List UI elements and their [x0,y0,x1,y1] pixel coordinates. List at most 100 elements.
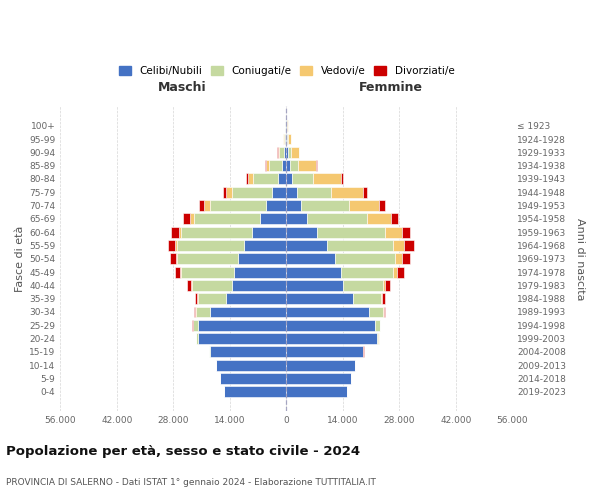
Bar [290,147,299,158]
Bar [331,187,363,198]
Bar [287,120,288,131]
Bar [223,187,226,198]
Y-axis label: Fasce di età: Fasce di età [15,226,25,292]
Bar [194,214,260,224]
Bar [194,306,196,318]
Bar [286,306,369,318]
Bar [284,147,286,158]
Bar [278,147,279,158]
Bar [313,174,341,184]
Bar [327,240,394,251]
Bar [349,200,379,211]
Bar [298,160,316,171]
Bar [286,147,288,158]
Bar [248,174,253,184]
Bar [220,373,286,384]
Bar [224,386,286,398]
Bar [367,214,391,224]
Bar [181,266,234,278]
Bar [197,320,286,331]
Bar [196,306,209,318]
Bar [397,266,404,278]
Bar [286,333,377,344]
Bar [286,134,287,144]
Bar [385,280,390,291]
Bar [286,266,341,278]
Bar [195,293,197,304]
Bar [209,306,286,318]
Bar [187,280,191,291]
Bar [175,266,181,278]
Bar [238,254,286,264]
Bar [205,200,209,211]
Bar [226,187,232,198]
Bar [286,200,301,211]
Bar [172,226,179,237]
Bar [287,134,288,144]
Bar [234,266,286,278]
Bar [394,266,397,278]
Bar [286,293,353,304]
Bar [377,333,379,344]
Bar [209,346,286,358]
Bar [391,214,398,224]
Bar [384,306,385,318]
Legend: Celibi/Nubili, Coniugati/e, Vedovi/e, Divorziati/e: Celibi/Nubili, Coniugati/e, Vedovi/e, Di… [115,63,457,80]
Bar [301,200,349,211]
Bar [401,254,410,264]
Bar [286,214,307,224]
Bar [175,240,178,251]
Bar [197,333,286,344]
Bar [286,160,290,171]
Bar [286,187,296,198]
Bar [279,147,284,158]
Bar [278,174,286,184]
Bar [286,280,343,291]
Bar [260,214,286,224]
Bar [343,280,383,291]
Bar [394,240,404,251]
Bar [196,333,197,344]
Bar [286,174,292,184]
Bar [369,306,383,318]
Bar [281,160,286,171]
Bar [288,134,291,144]
Bar [286,226,317,237]
Bar [199,200,205,211]
Bar [269,160,281,171]
Bar [292,174,313,184]
Bar [284,134,285,144]
Bar [286,346,363,358]
Bar [252,226,286,237]
Bar [283,134,284,144]
Bar [181,226,252,237]
Bar [191,280,232,291]
Bar [168,240,175,251]
Bar [247,174,248,184]
Bar [317,226,385,237]
Bar [296,187,331,198]
Bar [193,320,197,331]
Text: Popolazione per età, sesso e stato civile - 2024: Popolazione per età, sesso e stato civil… [6,445,360,458]
Bar [379,200,385,211]
Bar [176,254,178,264]
Bar [401,226,410,237]
Bar [286,254,335,264]
Bar [226,293,286,304]
Bar [190,214,194,224]
Bar [266,160,269,171]
Bar [316,160,317,171]
Bar [286,320,375,331]
Bar [178,254,238,264]
Bar [209,200,266,211]
Bar [272,187,286,198]
Text: Maschi: Maschi [158,81,207,94]
Bar [265,160,266,171]
Bar [232,280,286,291]
Bar [286,373,351,384]
Bar [286,360,355,370]
Bar [335,254,395,264]
Bar [197,293,226,304]
Bar [375,320,380,331]
Bar [285,134,286,144]
